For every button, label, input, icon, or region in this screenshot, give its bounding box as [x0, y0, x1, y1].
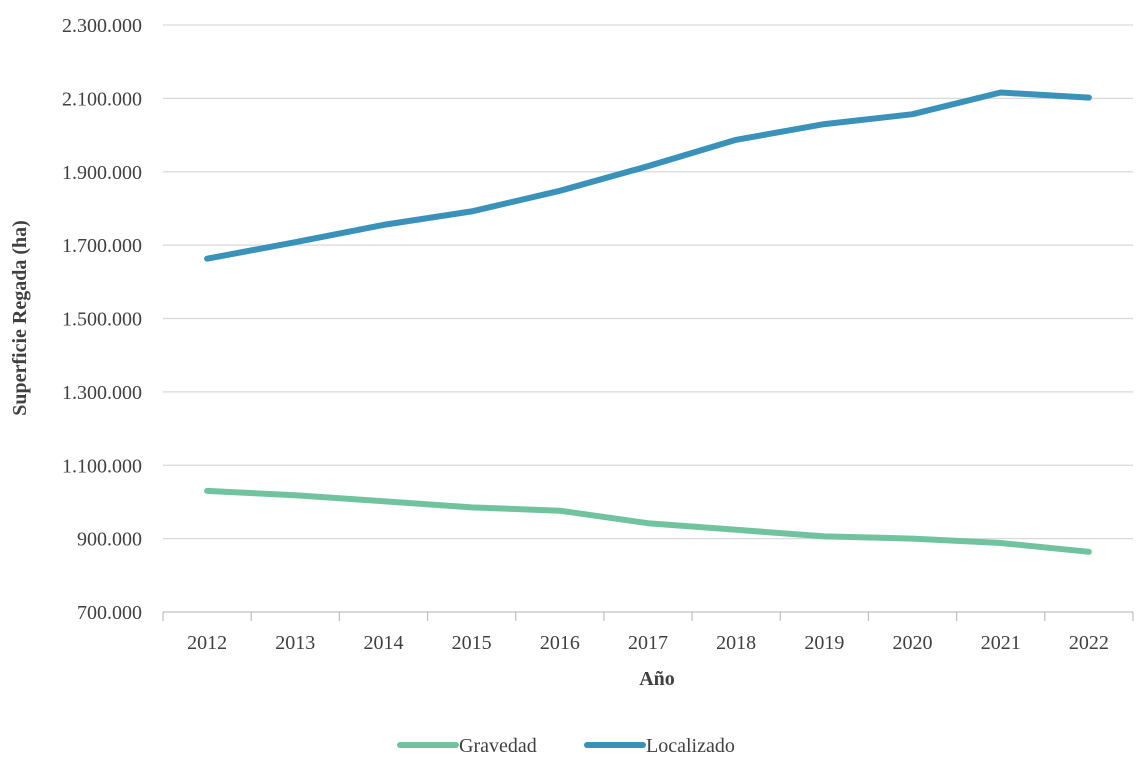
y-tick-label: 1.500.000: [62, 309, 142, 331]
y-tick-label: 1.300.000: [62, 382, 142, 404]
x-tick-label: 2019: [804, 632, 844, 654]
y-tick-label: 2.100.000: [62, 88, 142, 110]
x-tick-label: 2014: [363, 632, 403, 654]
x-tick-label: 2012: [187, 632, 227, 654]
x-axis: 2012 2013 2014 2015 2016 2017 2018 2019 2020 2021…: [162, 611, 1134, 654]
x-tick-label: 2021: [981, 632, 1021, 654]
legend-label: Localizado: [646, 735, 735, 757]
y-tick-label: 1.900.000: [62, 162, 142, 184]
x-tick-label: 2022: [1069, 632, 1109, 654]
legend-label: Gravedad: [459, 735, 537, 757]
x-tick-label: 2018: [716, 632, 756, 654]
y-tick-label: 900.000: [77, 529, 142, 551]
y-axis: 700.000 900.000 1.100.000 1.300.000 1.500.00…: [62, 15, 142, 624]
x-tick-label: 2017: [628, 632, 668, 654]
series-line-gravedad: [204, 487, 1092, 555]
gridlines: [163, 24, 1133, 540]
legend: Gravedad Localizado: [397, 735, 735, 757]
y-tick-label: 1.700.000: [62, 235, 142, 257]
x-tick-label: 2016: [540, 632, 580, 654]
x-tick-label: 2015: [452, 632, 492, 654]
x-axis-title: Año: [639, 668, 675, 690]
x-tick-label: 2013: [275, 632, 315, 654]
series-lines: [204, 89, 1092, 555]
y-axis-title: Superficie Regada (ha): [9, 220, 31, 416]
y-tick-label: 2.300.000: [62, 15, 142, 37]
legend-item-gravedad: Gravedad: [397, 735, 537, 757]
y-tick-label: 1.100.000: [62, 455, 142, 477]
x-tick-label: 2020: [893, 632, 933, 654]
series-line-localizado: [204, 89, 1092, 262]
y-tick-label: 700.000: [77, 602, 142, 624]
legend-item-localizado: Localizado: [584, 735, 735, 757]
